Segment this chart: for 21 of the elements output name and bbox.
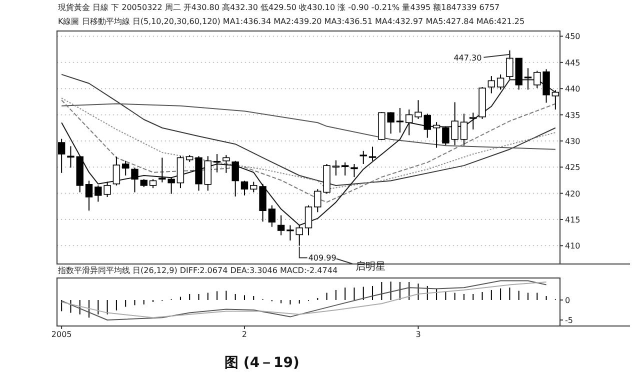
y-tick-label: 435	[565, 110, 580, 120]
y-tick-label: 450	[565, 32, 580, 42]
y-tick-label: 425	[565, 163, 580, 172]
y-tick-label: -5	[565, 316, 573, 325]
x-tick-label: 3	[416, 330, 421, 339]
chart-subtitle: K線圖 日移動平均線 日(5,10,20,30,60,120) MA1:436.34 MA2:439.20 MA3:436.51 MA4:432.97 MA5:427.84 MA6:421.25	[58, 17, 525, 26]
annotation: 409.99	[308, 254, 336, 263]
y-tick-label: 430	[565, 136, 580, 146]
y-tick-label: 0	[565, 296, 570, 305]
y-tick-label: 415	[565, 215, 580, 224]
text: 图 (4－19)	[224, 355, 300, 371]
chart-title: 指数平滑异同平均线 日(26,12,9) DIFF:2.0674 DEA:3.3046 MACD:-2.4744	[57, 266, 338, 275]
chart-title: 現貨黃金 日線 下 20050322 周二 开430.80 高432.30 低429.50 收430.10 涨 -0.90 -0.21% 量4395 额1847339 6757	[58, 3, 500, 12]
annotation: 启明星	[355, 260, 386, 273]
x-tick-label: 2005	[51, 330, 72, 339]
y-tick-label: 420	[565, 189, 580, 198]
y-tick-label: 440	[565, 84, 580, 94]
x-tick-label: 2	[242, 330, 248, 339]
y-tick-label: 445	[565, 58, 580, 68]
y-tick-label: 410	[565, 242, 580, 251]
annotation: 447.30	[454, 53, 482, 62]
